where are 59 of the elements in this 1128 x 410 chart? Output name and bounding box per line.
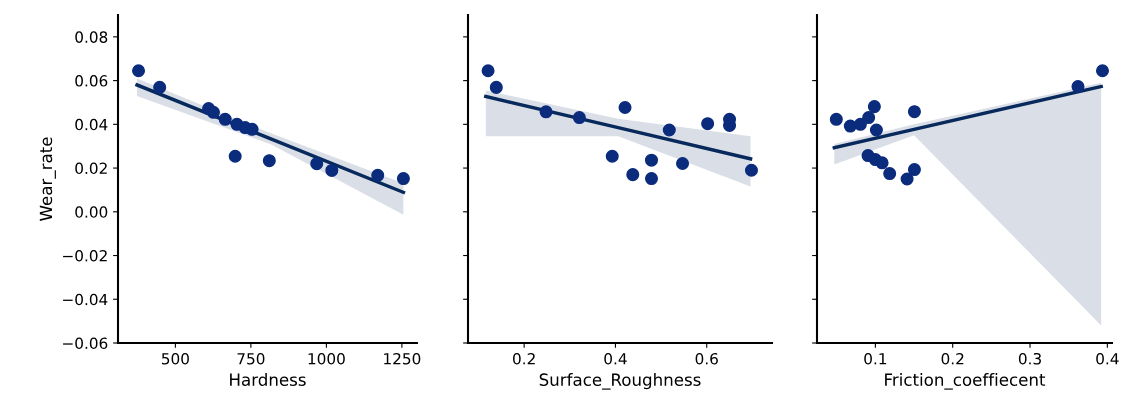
point	[829, 112, 843, 126]
point	[1095, 64, 1109, 78]
x-tick-label: 0.3	[1018, 352, 1041, 365]
y-tick-label: −0.06	[63, 337, 108, 350]
y-tick-label: 0.00	[75, 206, 108, 218]
point	[572, 111, 586, 125]
x-tick-label: 0.6	[695, 352, 718, 365]
point	[371, 168, 385, 182]
point	[481, 64, 495, 78]
point	[618, 100, 632, 115]
point	[853, 117, 867, 131]
point	[644, 172, 659, 186]
point	[869, 123, 883, 137]
point	[218, 112, 232, 126]
x-tick-label: 750	[237, 352, 265, 365]
point	[900, 172, 914, 186]
point	[153, 80, 167, 94]
point	[605, 149, 619, 163]
point	[907, 105, 921, 119]
y-tick-label: −0.02	[63, 250, 107, 262]
x-axis-title: Friction_coeffiecent	[885, 373, 1046, 390]
x-tick-label: 500	[161, 352, 189, 365]
point	[132, 64, 146, 78]
point	[539, 105, 553, 119]
x-axis-title: Hardness	[230, 373, 306, 386]
x-axis-title: Surface_Roughness	[539, 373, 701, 390]
y-tick-label: 0.02	[75, 162, 107, 175]
point	[662, 123, 676, 137]
x-tick-label: 0.1	[864, 352, 887, 365]
point	[862, 111, 876, 125]
point	[1071, 79, 1085, 94]
y-axis-title: Wear_rate	[39, 137, 56, 221]
point	[701, 117, 715, 131]
point	[310, 157, 324, 171]
x-tick-label: 0.4	[1096, 352, 1119, 365]
y-tick-label: 0.08	[75, 31, 108, 43]
point	[626, 168, 640, 182]
x-tick-label: 0.4	[604, 352, 627, 365]
point	[325, 163, 339, 177]
point	[744, 163, 758, 177]
point	[489, 80, 503, 94]
point	[907, 163, 921, 177]
point	[676, 156, 690, 170]
y-tick-label: −0.04	[63, 293, 108, 306]
point	[644, 153, 659, 167]
x-tick-label: 0.2	[513, 352, 535, 365]
point	[245, 122, 259, 136]
x-tick-label: 1000	[308, 352, 345, 365]
point	[396, 172, 410, 186]
y-tick-label: 0.06	[75, 75, 108, 87]
point	[875, 156, 889, 170]
point	[228, 149, 242, 163]
point	[262, 154, 276, 168]
point	[206, 105, 220, 119]
x-tick-label: 0.2	[941, 352, 964, 365]
point	[883, 167, 897, 181]
point	[867, 100, 881, 114]
y-tick-label: 0.04	[75, 118, 108, 131]
x-tick-label: 1250	[384, 352, 421, 365]
